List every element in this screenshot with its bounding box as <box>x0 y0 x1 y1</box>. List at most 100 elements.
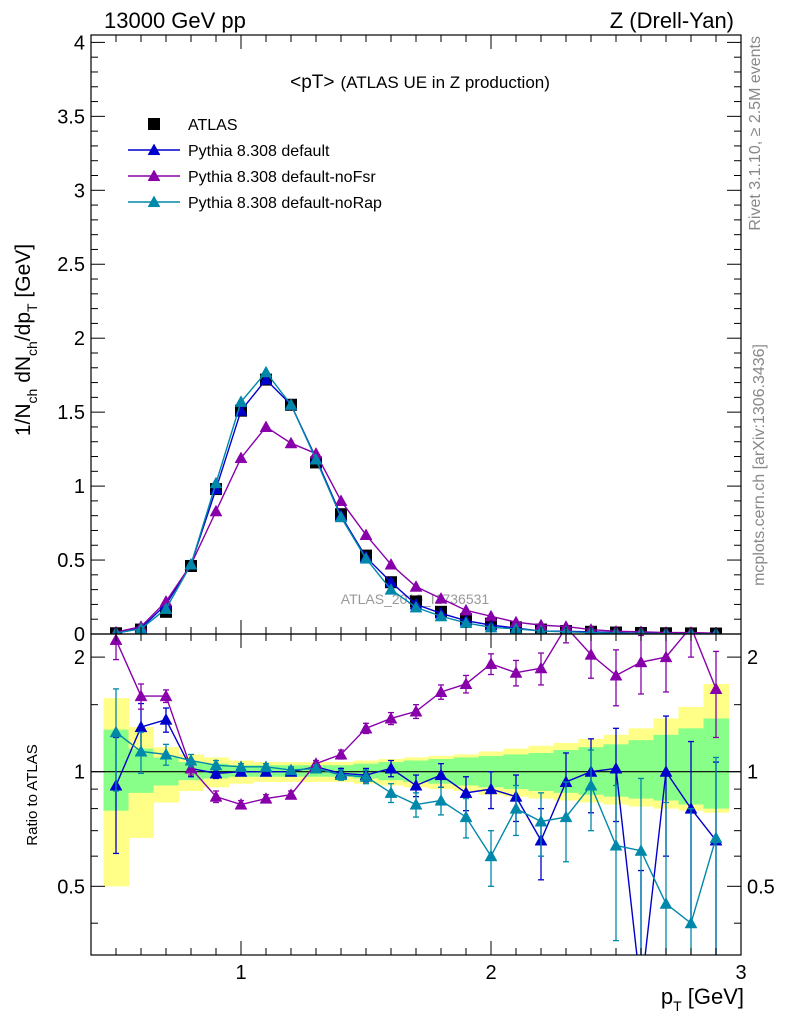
rivet-label: Rivet 3.1.10, ≥ 2.5M events <box>747 36 764 231</box>
ratio-point-2 <box>159 747 173 760</box>
xtick-label: 1 <box>235 962 246 984</box>
ratio-point-0 <box>635 986 647 997</box>
ratio-point-2 <box>209 758 223 771</box>
ratio-point-2 <box>484 849 498 862</box>
ratio-ytick-label-right: 2 <box>747 647 758 669</box>
ratio-point-1 <box>409 704 423 717</box>
data-point-series-3 <box>259 365 273 378</box>
ratio-point-1 <box>659 650 673 663</box>
ratio-point-2 <box>459 810 473 823</box>
legend: ATLAS Pythia 8.308 default Pythia 8.308 de… <box>128 117 382 212</box>
ratio-point-1 <box>359 721 373 734</box>
ratio-point-2 <box>659 897 673 909</box>
ratio-point-1 <box>184 761 198 774</box>
ratio-point-1 <box>534 661 548 674</box>
legend-label: ATLAS <box>188 117 238 134</box>
legend-label: Pythia 8.308 default-noRap <box>188 195 382 212</box>
ratio-point-0 <box>384 761 398 774</box>
ratio-point-2 <box>434 794 448 806</box>
data-point-series-2 <box>209 504 223 517</box>
chart-title-sub: (ATLAS UE in Z production) <box>340 73 549 92</box>
data-point-series-2 <box>434 591 448 604</box>
ratio-point-0 <box>409 778 423 791</box>
main-ylabel: 1/Nch dNch/dpT [GeV] <box>12 244 40 436</box>
data-point-series-3 <box>159 602 173 614</box>
ratio-ytick-label: 0.5 <box>57 876 85 898</box>
ratio-point-1 <box>159 689 173 702</box>
data-point-series-2 <box>284 436 298 449</box>
legend-marker <box>147 195 161 208</box>
ratio-point-0 <box>159 713 173 725</box>
xtick-label: 3 <box>735 962 746 984</box>
ratio-point-1 <box>234 797 248 810</box>
ratio-point-2 <box>709 831 723 843</box>
ratio-point-1 <box>384 711 398 724</box>
ratio-point-1 <box>334 747 348 760</box>
ratio-ytick-label: 1 <box>74 762 85 784</box>
ratio-point-2 <box>359 770 373 782</box>
ratio-ytick-label-right: 0.5 <box>747 876 775 898</box>
process-label: Z (Drell-Yan) <box>610 8 734 33</box>
data-point-series-2 <box>409 580 423 592</box>
main-ytick-label: 4 <box>74 32 85 54</box>
legend-marker <box>147 169 161 182</box>
ratio-point-2 <box>684 916 698 929</box>
ratio-point-1 <box>509 666 523 678</box>
mcplots-label: mcplots.cern.ch [arXiv:1306.3436] <box>751 344 768 586</box>
data-point-series-3 <box>334 510 348 523</box>
main-ytick-label: 2 <box>74 328 85 350</box>
ratio-point-0 <box>484 782 498 795</box>
ratio-point-0 <box>659 765 673 777</box>
ratio-point-1 <box>634 655 648 668</box>
ratio-point-1 <box>709 682 723 694</box>
main-ytick-label: 1.5 <box>57 402 85 424</box>
ratio-point-1 <box>434 685 448 697</box>
ratio-point-2 <box>309 761 323 774</box>
ratio-point-2 <box>234 760 248 772</box>
data-point-series-3 <box>384 583 398 595</box>
ratio-point-1 <box>134 689 148 702</box>
main-ytick-label: 3.5 <box>57 106 85 128</box>
data-point-series-3 <box>234 395 248 407</box>
ratio-point-0 <box>459 786 473 798</box>
legend-marker-atlas <box>148 118 160 130</box>
data-point-series-3 <box>209 476 223 489</box>
ratio-point-2 <box>134 744 148 757</box>
ratio-ytick-label-right: 1 <box>747 762 758 784</box>
ratio-point-2 <box>584 778 598 791</box>
ratio-point-1 <box>484 657 498 669</box>
data-point-series-3 <box>184 557 198 570</box>
data-point-series-1 <box>259 373 273 385</box>
data-point-series-3 <box>359 552 373 564</box>
legend-marker <box>147 143 161 156</box>
ratio-point-1 <box>609 668 623 681</box>
main-ytick-label: 0.5 <box>57 550 85 572</box>
ratio-point-1 <box>584 648 598 660</box>
data-point-series-2 <box>234 451 248 464</box>
ratio-point-0 <box>609 761 623 774</box>
chart-title: <pT> (ATLAS UE in Z production) <box>290 72 550 93</box>
ratio-point-2 <box>609 838 623 851</box>
ratio-point-2 <box>284 763 298 776</box>
data-point-series-3 <box>434 609 448 622</box>
ratio-point-2 <box>534 814 548 827</box>
data-point-series-2 <box>459 603 473 616</box>
legend-label: Pythia 8.308 default-noFsr <box>188 169 376 186</box>
ratio-point-2 <box>409 797 423 810</box>
ratio-point-0 <box>209 766 223 779</box>
ratio-point-2 <box>184 754 198 766</box>
main-ytick-label: 0 <box>74 624 85 646</box>
ratio-point-1 <box>259 792 273 804</box>
data-point-series-2 <box>334 494 348 506</box>
xlabel: pT [GeV] <box>661 984 744 1014</box>
main-ytick-label: 1 <box>74 476 85 498</box>
main-ytick-label: 3 <box>74 180 85 202</box>
ratio-point-1 <box>459 677 473 690</box>
data-point-series-2 <box>259 420 273 432</box>
ratio-point-2 <box>334 768 348 781</box>
data-point-series-3 <box>409 600 423 613</box>
ratio-point-2 <box>634 844 648 856</box>
ratio-point-1 <box>209 790 223 802</box>
data-point-series-3 <box>284 398 298 410</box>
